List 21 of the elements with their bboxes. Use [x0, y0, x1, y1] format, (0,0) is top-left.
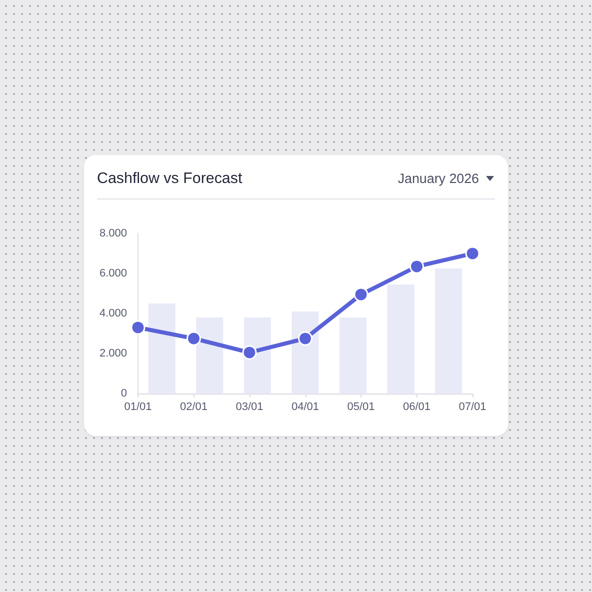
- x-tick-label: 07/01: [458, 401, 486, 413]
- x-tick-label: 01/01: [124, 401, 152, 413]
- x-tick-label: 03/01: [236, 401, 264, 413]
- point: [410, 259, 424, 274]
- x-tick-label: 04/01: [291, 401, 320, 413]
- y-tick-label: 2.000: [99, 348, 127, 360]
- point: [465, 246, 480, 261]
- chart-title: Cashflow vs Forecast: [97, 169, 242, 188]
- y-tick-label: 4.000: [99, 308, 127, 320]
- point: [130, 320, 146, 335]
- point: [242, 345, 257, 360]
- x-tick-label: 06/01: [402, 401, 431, 413]
- y-tick-label: 6.000: [99, 268, 127, 280]
- y-tick-label: 8.000: [99, 228, 127, 240]
- point: [298, 331, 312, 346]
- y-tick-label: 0: [120, 388, 127, 400]
- x-tick-label: 02/01: [180, 401, 208, 413]
- point: [354, 287, 368, 302]
- point: [186, 331, 201, 346]
- text: January 2026: [398, 170, 479, 187]
- x-tick-label: 05/01: [347, 401, 375, 413]
